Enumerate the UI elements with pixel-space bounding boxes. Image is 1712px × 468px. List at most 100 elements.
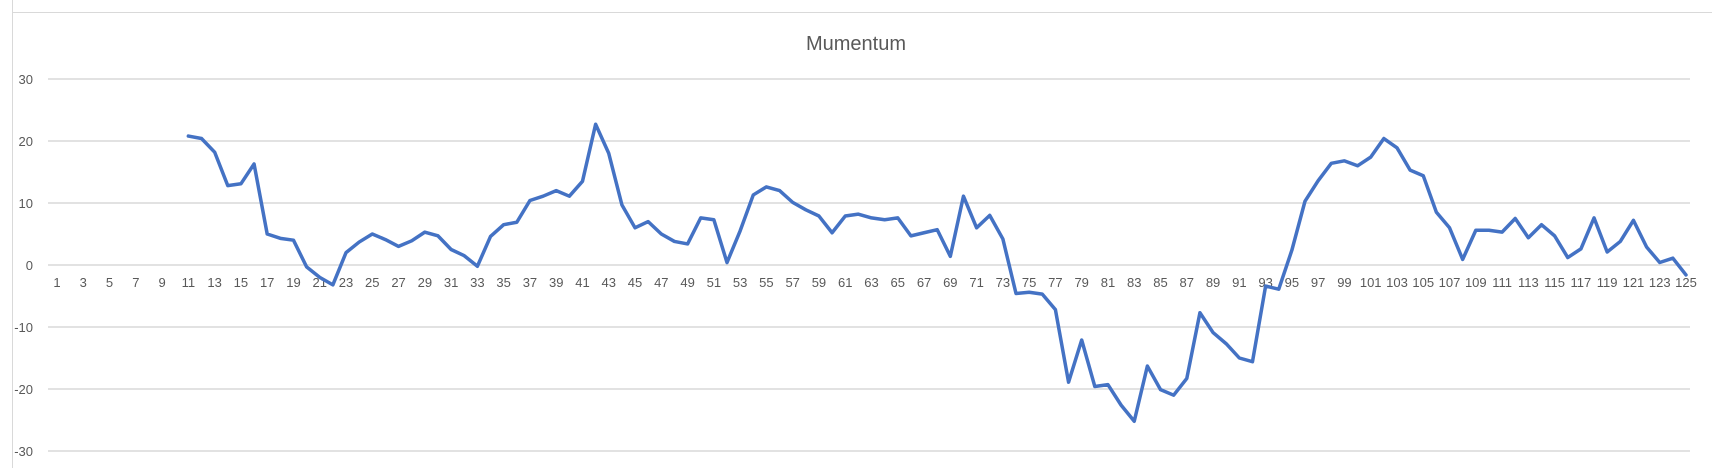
data-point bbox=[935, 228, 939, 231]
x-tick-label: 51 bbox=[707, 275, 721, 290]
data-point bbox=[187, 134, 190, 138]
data-point bbox=[1579, 247, 1583, 251]
data-point bbox=[1290, 248, 1294, 252]
x-tick-label: 89 bbox=[1206, 275, 1220, 290]
y-axis-tick-labels: 30 20 10 0 -10 -20 -30 bbox=[14, 72, 33, 459]
x-tick-label: 121 bbox=[1623, 275, 1645, 290]
data-point bbox=[1146, 364, 1149, 368]
data-point bbox=[870, 216, 873, 220]
data-point bbox=[1303, 199, 1307, 203]
x-axis-tick-labels: 1 3 5 7 9 11 13 15 17 19 21 23 25 27 29 31 33 35 37 39 41 43 4… bbox=[53, 275, 1696, 290]
data-point bbox=[660, 232, 663, 236]
data-point bbox=[594, 123, 597, 126]
data-point bbox=[449, 248, 453, 251]
data-point bbox=[1264, 284, 1267, 288]
data-point bbox=[239, 182, 243, 185]
data-point bbox=[752, 193, 755, 197]
x-tick-label: 67 bbox=[917, 275, 931, 290]
data-point bbox=[1619, 240, 1622, 243]
data-point bbox=[1211, 331, 1215, 334]
x-tick-label: 65 bbox=[891, 275, 905, 290]
x-tick-label: 9 bbox=[158, 275, 165, 290]
x-tick-label: 71 bbox=[969, 275, 983, 290]
x-tick-label: 99 bbox=[1337, 275, 1351, 290]
data-point bbox=[778, 189, 781, 192]
y-tick-label: 10 bbox=[19, 196, 33, 211]
data-point bbox=[1566, 256, 1569, 259]
data-point bbox=[1198, 311, 1202, 314]
data-point bbox=[1251, 360, 1254, 363]
data-point bbox=[1540, 223, 1543, 226]
data-point bbox=[384, 238, 387, 241]
x-tick-label: 43 bbox=[602, 275, 616, 290]
data-point bbox=[1172, 394, 1175, 397]
data-point bbox=[896, 216, 899, 220]
data-point bbox=[1001, 237, 1005, 241]
data-point bbox=[607, 152, 610, 155]
chart-title: Mumentum bbox=[806, 33, 906, 55]
data-point bbox=[673, 240, 676, 243]
chart-top-border bbox=[12, 12, 1712, 13]
x-tick-label: 77 bbox=[1048, 275, 1062, 290]
data-point bbox=[1369, 155, 1372, 159]
x-tick-label: 45 bbox=[628, 275, 642, 290]
data-point bbox=[502, 223, 505, 226]
data-point bbox=[646, 220, 650, 223]
x-tick-label: 95 bbox=[1285, 275, 1299, 290]
data-point bbox=[357, 240, 361, 244]
sheet-edge bbox=[0, 0, 13, 468]
data-point bbox=[686, 242, 689, 246]
data-point bbox=[292, 239, 295, 242]
data-point bbox=[463, 254, 466, 257]
data-point bbox=[791, 201, 794, 204]
x-tick-label: 47 bbox=[654, 275, 668, 290]
data-point bbox=[738, 229, 742, 233]
data-point bbox=[318, 276, 321, 279]
y-tick-label: 30 bbox=[19, 72, 33, 87]
data-point bbox=[699, 216, 702, 220]
x-tick-label: 27 bbox=[391, 275, 405, 290]
data-point bbox=[1487, 229, 1491, 232]
data-point bbox=[962, 194, 965, 198]
data-point bbox=[975, 226, 978, 229]
data-point bbox=[515, 221, 518, 224]
x-tick-label: 115 bbox=[1544, 275, 1565, 290]
x-tick-label: 31 bbox=[444, 275, 458, 290]
data-point bbox=[1014, 292, 1018, 295]
x-tick-label: 37 bbox=[523, 275, 537, 290]
data-point bbox=[1041, 292, 1044, 296]
data-point bbox=[1553, 234, 1556, 238]
y-tick-label: -30 bbox=[14, 444, 33, 459]
data-point bbox=[1632, 219, 1635, 222]
x-tick-label: 33 bbox=[470, 275, 484, 290]
data-point bbox=[1382, 137, 1386, 140]
data-point bbox=[436, 234, 440, 238]
x-tick-label: 59 bbox=[812, 275, 826, 290]
x-tick-label: 75 bbox=[1022, 275, 1036, 290]
data-point bbox=[1330, 162, 1333, 165]
data-point bbox=[489, 235, 492, 238]
x-tick-label: 13 bbox=[207, 275, 221, 290]
data-point bbox=[1435, 211, 1438, 214]
x-tick-label: 119 bbox=[1597, 275, 1618, 290]
data-point bbox=[1119, 403, 1123, 407]
data-point bbox=[252, 162, 256, 166]
data-point bbox=[1514, 217, 1517, 220]
x-tick-label: 57 bbox=[785, 275, 799, 290]
x-tick-label: 63 bbox=[864, 275, 878, 290]
data-point bbox=[1448, 226, 1451, 229]
x-tick-label: 109 bbox=[1465, 275, 1487, 290]
data-point bbox=[279, 237, 282, 240]
data-point bbox=[200, 137, 203, 140]
x-tick-label: 61 bbox=[838, 275, 852, 290]
data-point bbox=[226, 184, 229, 187]
x-tick-label: 5 bbox=[106, 275, 113, 290]
data-point bbox=[1356, 164, 1359, 167]
x-tick-label: 125 bbox=[1675, 275, 1697, 290]
data-point bbox=[581, 180, 584, 183]
x-tick-label: 73 bbox=[996, 275, 1010, 290]
data-point bbox=[1185, 377, 1188, 380]
data-point bbox=[830, 231, 834, 234]
data-point bbox=[213, 150, 216, 154]
